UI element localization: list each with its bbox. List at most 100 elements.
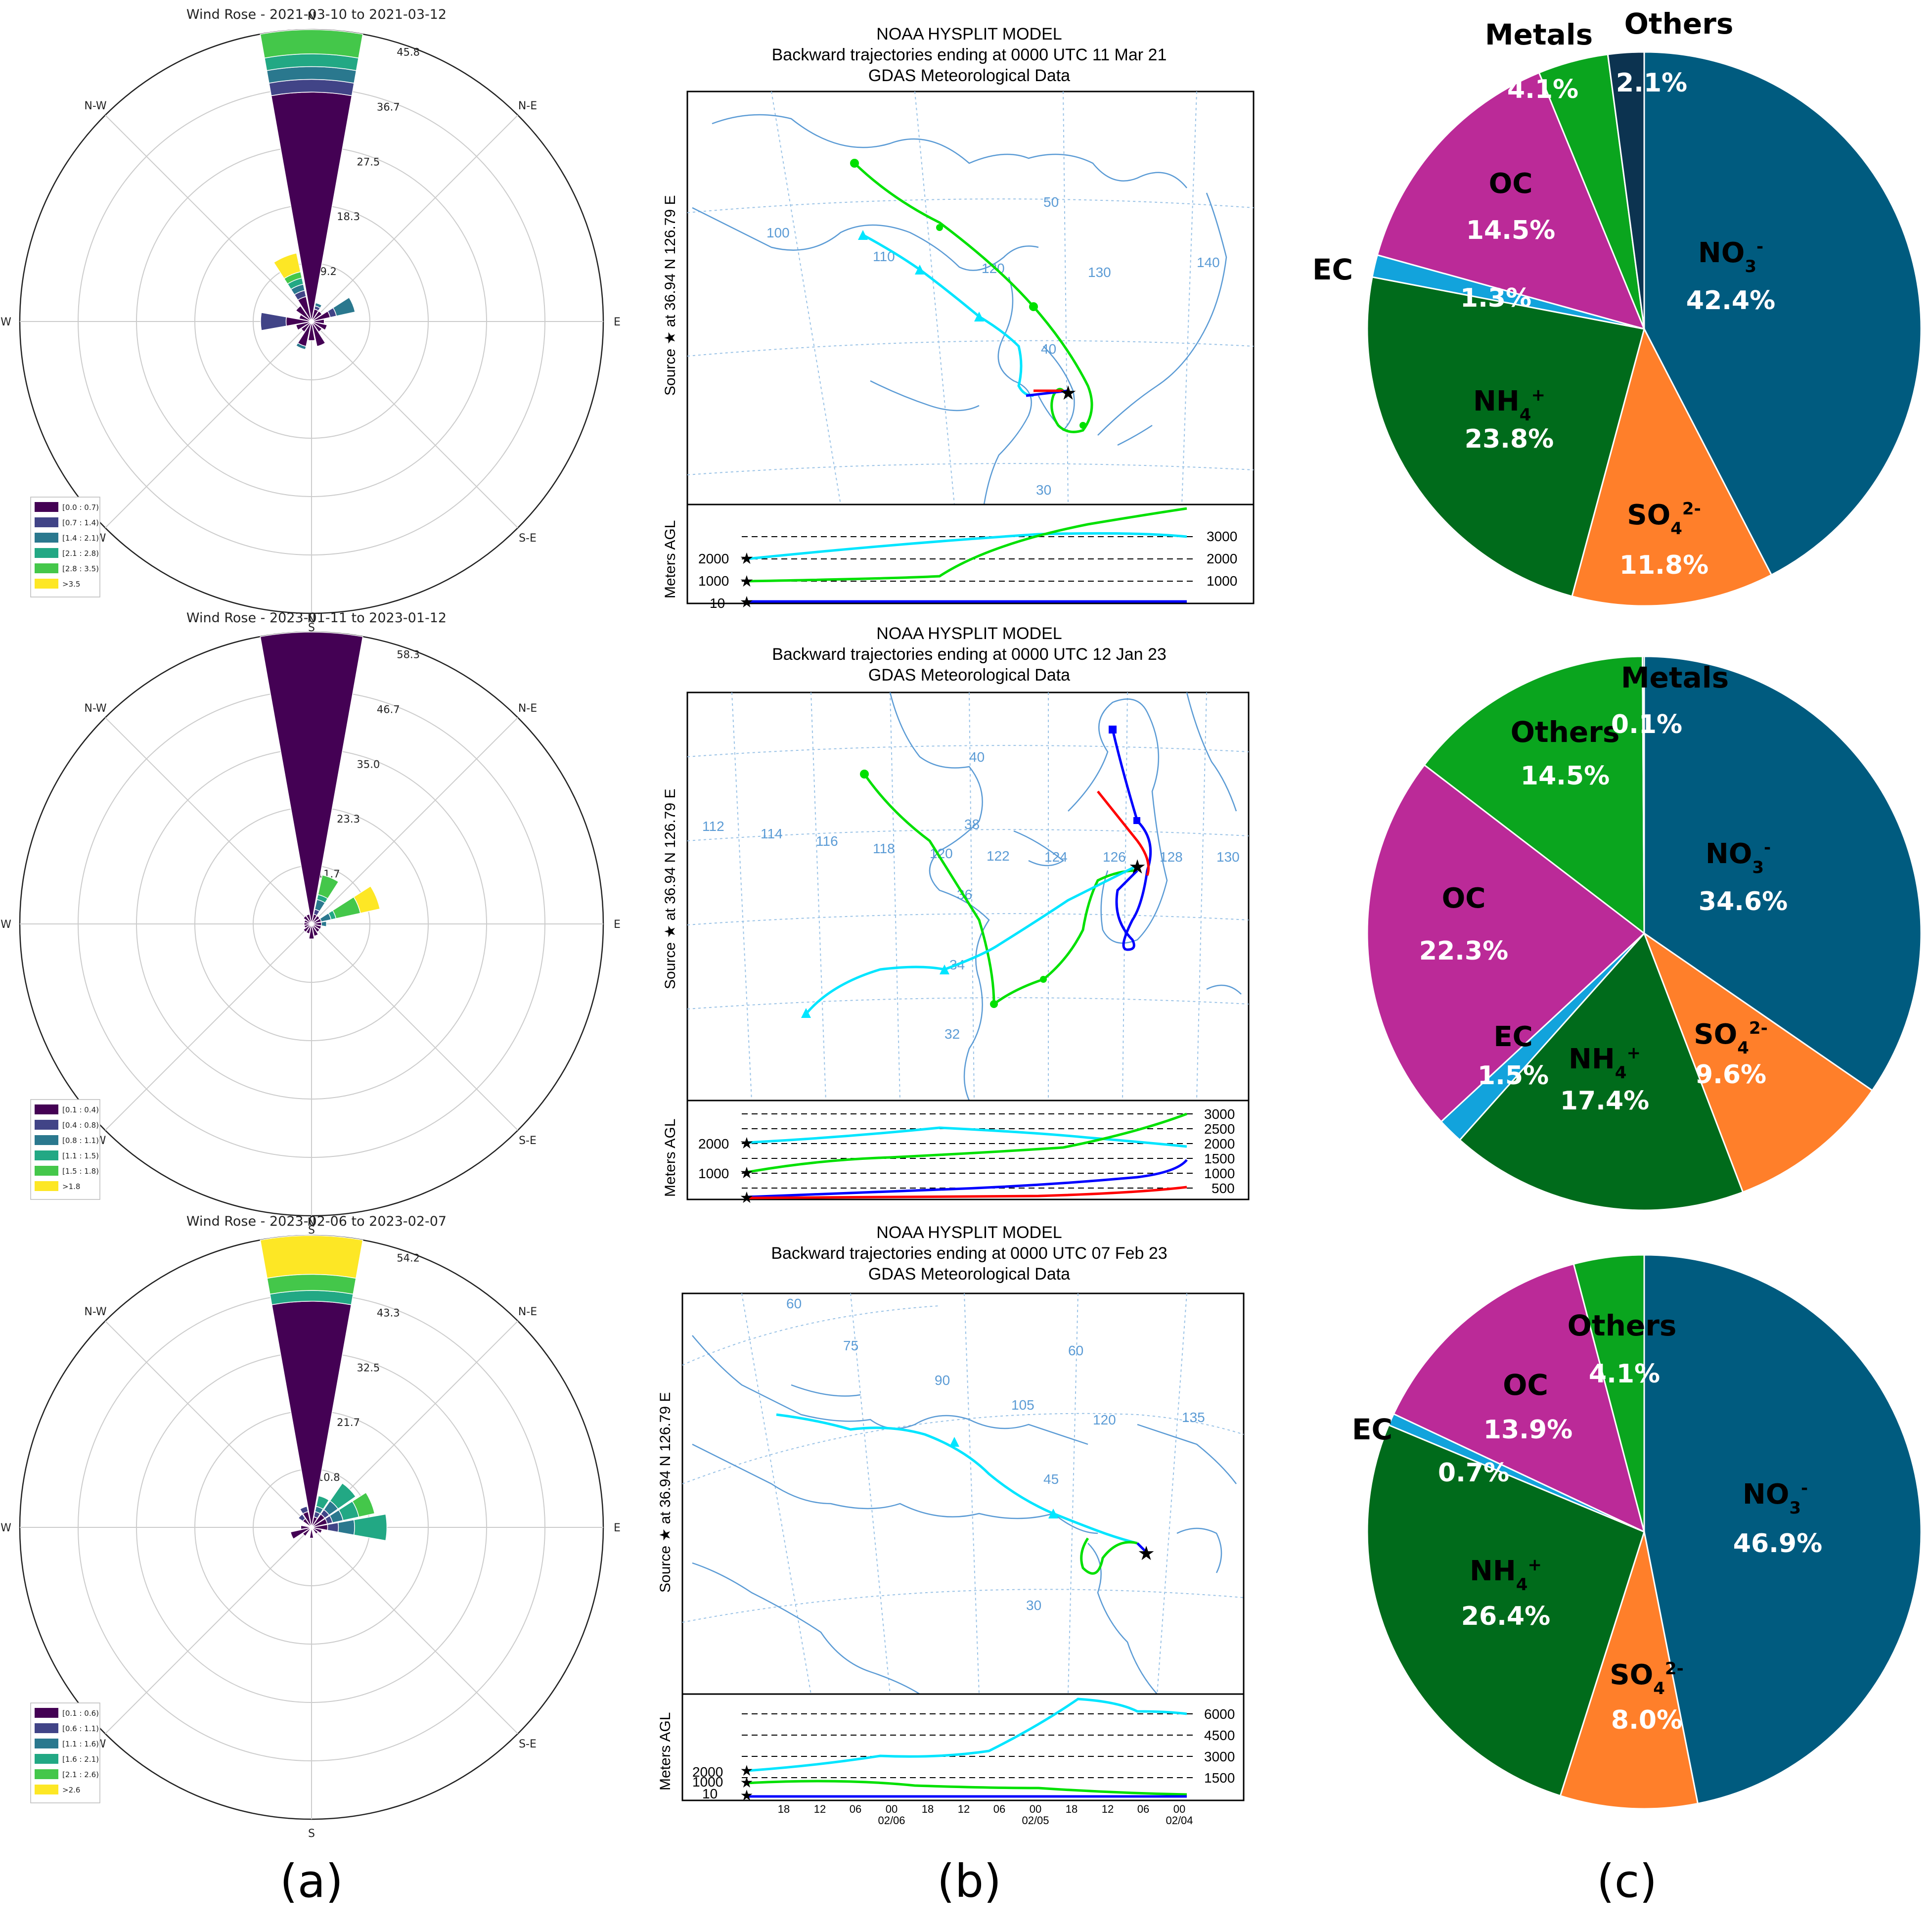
pie-0-slice-so42 xyxy=(1571,326,1773,607)
pie-0-slice-others xyxy=(1607,51,1645,329)
windrose-2-legend-label: [1.1 : 1.6) xyxy=(62,1740,99,1748)
windrose-2-legend-swatch xyxy=(35,1769,58,1779)
windrose-2-sector-bin-3 xyxy=(329,1482,357,1510)
windrose-2-legend-label: [1.6 : 2.1) xyxy=(62,1755,99,1764)
windrose-1-sector-bin-0 xyxy=(308,923,315,940)
windrose-0-sector-bin-0 xyxy=(308,321,315,341)
pie-1-label-name: Metals xyxy=(1621,661,1729,694)
lon-label: 130 xyxy=(1216,849,1240,865)
lon-label: 130 xyxy=(1088,265,1111,280)
pie-1-slice-nh4 xyxy=(1458,932,1744,1211)
pie-2-label-name: NO3- xyxy=(1743,1478,1808,1518)
trajectory-middle-title-1: NOAA HYSPLIT MODEL xyxy=(876,624,1062,643)
lon-label: 75 xyxy=(843,1338,858,1353)
trajectory-middle-map-frame xyxy=(686,691,1250,1102)
lon-label: 120 xyxy=(1093,1412,1116,1427)
windrose-2-sector-bin-4 xyxy=(352,1492,375,1517)
date-tick: 02/06 xyxy=(878,1814,905,1827)
windrose-2-direction-label: W xyxy=(0,1522,11,1534)
windrose-2-sector-bin-2 xyxy=(337,1519,355,1536)
time-tick: 00 xyxy=(1030,1803,1041,1815)
time-tick: 18 xyxy=(922,1803,934,1815)
windrose-0-direction-label: E xyxy=(614,316,621,328)
trajectory-cyan-line xyxy=(862,233,1034,397)
height-tick: 6000 xyxy=(1204,1706,1235,1722)
windrose-2-legend-label: >2.6 xyxy=(62,1786,80,1794)
trajectory-top-title-1: NOAA HYSPLIT MODEL xyxy=(876,25,1062,44)
lat-label: 50 xyxy=(1043,194,1059,210)
lon-label: 60 xyxy=(1068,1343,1083,1358)
windrose-1-spoke xyxy=(311,923,518,1131)
pie-1-slice-metals xyxy=(1641,655,1645,934)
windrose-1-legend-label: >1.8 xyxy=(62,1182,80,1191)
date-tick: 02/05 xyxy=(1022,1814,1049,1827)
pie-0-label-name: OC xyxy=(1489,168,1533,200)
windrose-1-sector-bin-0 xyxy=(260,632,363,924)
windrose-0-radial-tick: 27.5 xyxy=(357,156,380,168)
lat-label: 38 xyxy=(964,817,980,832)
lat-label: 45 xyxy=(1043,1471,1059,1487)
trajectory-bottom: NOAA HYSPLIT MODEL Backward trajectories… xyxy=(657,1223,1245,1827)
windrose-2-sector-bin-0 xyxy=(290,1527,312,1540)
time-tick: 18 xyxy=(778,1803,790,1815)
windrose-1-radial-tick: 58.3 xyxy=(397,648,420,660)
lon-label: 122 xyxy=(987,848,1010,864)
start-height-label: 1000 xyxy=(698,1166,729,1181)
windrose-2-legend-swatch xyxy=(35,1785,58,1794)
windrose-2-legend-swatch xyxy=(35,1708,58,1718)
windrose-2-direction-label: S-E xyxy=(519,1738,537,1750)
lon-label: 135 xyxy=(1182,1410,1205,1425)
svg-text:★: ★ xyxy=(740,1163,754,1182)
windrose-0-legend-swatch xyxy=(35,548,58,558)
trajectory-bottom-height-label: Meters AGL xyxy=(657,1712,674,1791)
windrose-0-legend-swatch xyxy=(35,563,58,573)
time-tick: 12 xyxy=(958,1803,970,1815)
windrose-bottom: Wind Rose - 2023-02-06 to 2023-02-07 N N-… xyxy=(0,1214,621,1840)
pie-0-label-percent: 23.8% xyxy=(1465,424,1554,454)
time-tick: 06 xyxy=(1137,1803,1149,1815)
pie-2-label-name: Others xyxy=(1568,1309,1677,1342)
windrose-2-legend-label: [0.6 : 1.1) xyxy=(62,1724,99,1733)
windrose-1-sector-bin-2 xyxy=(321,920,327,927)
windrose-0-radial-tick: 18.3 xyxy=(337,211,360,223)
lat-label: 30 xyxy=(1036,482,1051,498)
windrose-0-direction-label: S-E xyxy=(519,532,537,545)
lon-label: 105 xyxy=(1011,1397,1034,1413)
windrose-0-spoke xyxy=(311,115,518,322)
trajectory-top-height-frame xyxy=(686,504,1255,604)
windrose-2-sector-bin-3 xyxy=(353,1514,388,1541)
windrose-1-radial-tick: 35.0 xyxy=(357,758,380,770)
windrose-2-sector-bin-0 xyxy=(300,1525,312,1530)
windrose-0-legend-label: [2.1 : 2.8) xyxy=(62,549,99,558)
pie-1-label-name: OC xyxy=(1442,882,1486,915)
pie-0-label-percent: 1.3% xyxy=(1460,283,1531,313)
windrose-0-sector-bin-0 xyxy=(311,321,326,347)
date-tick: 02/04 xyxy=(1166,1814,1193,1827)
pie-0-slice-no3 xyxy=(1643,51,1922,576)
height-tick: 2000 xyxy=(1207,551,1237,566)
windrose-2-sector-bin-0 xyxy=(302,1527,312,1537)
windrose-2-legend-swatch xyxy=(35,1739,58,1748)
pie-0-label-percent: 2.1% xyxy=(1616,68,1687,98)
trajectory-middle-source-label: Source ★ at 36.94 N 126.79 E xyxy=(662,789,678,989)
trajectory-top-title-3: GDAS Meteorological Data xyxy=(868,66,1070,85)
windrose-0-legend-swatch xyxy=(35,517,58,527)
pie-0-label-percent: 42.4% xyxy=(1686,286,1775,316)
trajectory-middle-height-label: Meters AGL xyxy=(662,1119,678,1197)
windrose-2-sector-bin-1 xyxy=(327,1522,339,1533)
svg-text:★: ★ xyxy=(740,1774,754,1791)
trajectory-bottom-time-axis: 18 12 06 00 18 12 06 00 18 12 06 00 02/0… xyxy=(778,1803,1193,1827)
trajectory-top: NOAA HYSPLIT MODEL Backward trajectories… xyxy=(662,25,1255,611)
lon-label: 60 xyxy=(786,1296,802,1311)
windrose-2-direction-label: N xyxy=(308,1216,315,1229)
windrose-1-legend-label: [0.1 : 0.4) xyxy=(62,1105,99,1114)
windrose-middle: Wind Rose - 2023-01-11 to 2023-01-12 N N-… xyxy=(0,610,621,1237)
windrose-1-sector-bin-0 xyxy=(303,923,312,933)
pie-0-label-name: Others xyxy=(1624,7,1734,41)
time-tick: 18 xyxy=(1066,1803,1078,1815)
trajectory-bottom-map-labels: 60 75 90 105 120 135 60 45 30 xyxy=(786,1296,1205,1613)
pie-1-label-name: NO3- xyxy=(1706,838,1771,877)
trajectory-bottom-source-label: Source ★ at 36.94 N 126.79 E xyxy=(657,1392,674,1593)
windrose-0-legend-label: >3.5 xyxy=(62,580,80,589)
